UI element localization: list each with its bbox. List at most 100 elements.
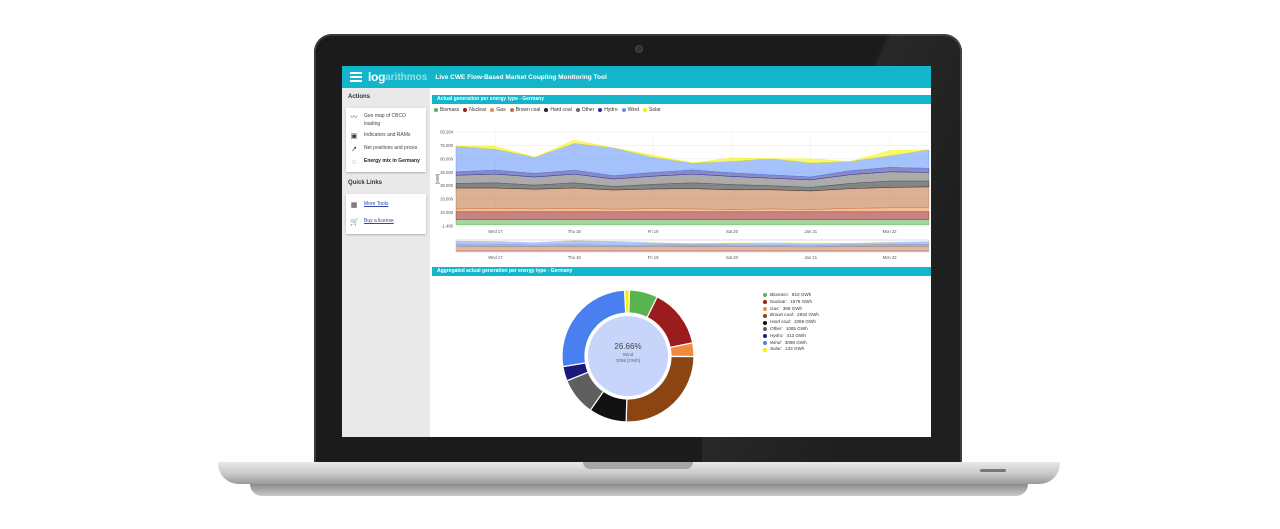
laptop-notch: [583, 462, 693, 469]
sidebar-item-label: Indicators and RAMs: [364, 132, 411, 138]
legend-series-value: 1069 GWh: [793, 319, 816, 325]
app-title: Live CWE Flow-Based Market Coupling Moni…: [435, 73, 607, 81]
legend-dot: [621, 108, 626, 112]
donut-center-label: Wind 3098 [GWh]: [588, 352, 668, 363]
legend-series-name: Gas:: [770, 305, 780, 311]
donut-legend-item[interactable]: Brown coal: 2932 GWh: [763, 312, 819, 319]
link-buy-license[interactable]: 🛒 Buy a license: [346, 214, 426, 231]
navigator-area-wind: [456, 240, 929, 246]
donut-legend-item[interactable]: Gas: 388 GWh: [763, 306, 819, 313]
legend-series-name: Hydro:: [770, 332, 784, 338]
sidebar-item-indicators[interactable]: ▣ Indicators and RAMs: [346, 130, 426, 143]
donut-legend: Biomass: 810 GWh Nuclear: 1679 GWh Gas: 388 G…: [763, 292, 819, 353]
legend-series-name: Brown coal:: [770, 312, 795, 318]
legend-label: Biomass: [440, 107, 460, 113]
donut-center-percent: 26.66%: [614, 342, 642, 351]
trend-line-icon: 〰: [350, 114, 358, 121]
series-area-solar[interactable]: [455, 139, 930, 164]
series-area-nuclear[interactable]: [455, 211, 930, 220]
link-more-tools[interactable]: ▦ More Tools: [346, 197, 426, 214]
navigator-area-hard-coal: [456, 245, 929, 248]
legend-series-value: 3098 GWh: [784, 339, 807, 345]
navigator-tick-label: Jan 21: [804, 255, 817, 260]
legend-item[interactable]: Biomass: [434, 107, 459, 113]
donut-center-value: 3098 [GWh]: [615, 357, 640, 363]
quick-links-card: ▦ More Tools 🛒 Buy a license: [346, 194, 426, 234]
legend-series-name: Solar:: [770, 346, 783, 352]
navigator-tick-label: Thu 18: [568, 255, 582, 260]
legend-item[interactable]: Hydro: [598, 107, 618, 113]
legend-label: Brown coal: [515, 107, 541, 113]
x-tick-label: Jan 21: [804, 229, 817, 234]
navigator-tick-label: Wed 17: [488, 255, 503, 260]
navigator-area-hydro: [456, 243, 929, 246]
legend-item[interactable]: Hard coal: [544, 107, 572, 113]
legend-item[interactable]: Brown coal: [509, 107, 541, 113]
donut-legend-item[interactable]: Biomass: 810 GWh: [763, 292, 819, 299]
donut-legend-item[interactable]: Solar: 133 GWh: [763, 346, 819, 353]
donut-legend-item[interactable]: Nuclear: 1679 GWh: [763, 299, 819, 306]
legend-item[interactable]: Nuclear: [463, 107, 486, 113]
navigator-window[interactable]: [455, 239, 930, 253]
legend-series-value: 388 GWh: [782, 305, 803, 311]
x-tick-label: Fri 19: [648, 229, 659, 234]
bar-chart-icon: ▣: [350, 133, 358, 140]
hamburger-menu-icon[interactable]: [350, 72, 362, 82]
x-tick-label: Sat 20: [726, 229, 739, 234]
sidebar-item-energy-mix[interactable]: ◌ Energy mix in Germany: [346, 156, 426, 169]
legend-dot: [763, 300, 767, 305]
navigator-tick-label: Fri 19: [648, 255, 659, 260]
y-tick-label: 60.000: [440, 156, 453, 161]
donut-icon: ◌: [351, 159, 357, 166]
donut-legend-item[interactable]: Wind: 3098 GWh: [763, 340, 819, 347]
navigator-tick-label: Mon 22: [883, 255, 898, 260]
sidebar-item-geo-map[interactable]: 〰 Geo map of CBCO loading: [346, 111, 426, 130]
legend-item[interactable]: Other: [575, 107, 595, 113]
legend-item[interactable]: Wind: [621, 107, 639, 113]
area-chart-legend: Biomass Nuclear Gas Brown coal Hard coal Othe…: [434, 107, 661, 113]
legend-dot: [763, 313, 767, 318]
navigator-area-other: [456, 244, 929, 247]
legend-series-name: Biomass:: [770, 292, 789, 297]
legend-dot: [490, 108, 495, 112]
link-label: More Tools: [364, 201, 389, 207]
legend-dot: [763, 293, 767, 298]
legend-series-name: Hard coal:: [770, 319, 791, 325]
sidebar-item-net-positions[interactable]: ↗ Net positions and prices: [346, 143, 426, 156]
donut-slice-solar[interactable]: [623, 289, 630, 314]
donut-center-series: Wind: [622, 352, 634, 357]
actions-card: 〰 Geo map of CBCO loading ▣ Indicators a…: [346, 108, 426, 172]
navigator-chart[interactable]: Wed 17 Thu 18 Fri 19 Sat 20 Jan 21 Mon 22: [432, 238, 931, 266]
quick-links-heading: Quick Links: [348, 180, 383, 186]
trending-up-icon: ↗: [351, 146, 357, 153]
y-tick-label: -1.466: [441, 224, 454, 229]
legend-item[interactable]: Solar: [643, 107, 661, 113]
legend-label: Gas: [496, 107, 506, 113]
legend-series-value: 2932 GWh: [797, 312, 819, 318]
legend-dot: [509, 108, 514, 112]
navigator-area-solar: [456, 240, 929, 244]
legend-series-name: Other:: [770, 325, 783, 331]
donut-legend-item[interactable]: Other: 1065 GWh: [763, 326, 819, 333]
laptop-indicator: [980, 469, 1006, 472]
series-area-biomass[interactable]: [455, 219, 930, 226]
legend-dot: [763, 327, 767, 332]
legend-dot: [575, 108, 580, 112]
legend-item[interactable]: Gas: [490, 107, 506, 113]
x-tick-label: Mon 22: [883, 229, 898, 234]
donut-chart: [561, 289, 695, 423]
legend-dot: [763, 340, 767, 345]
x-tick-label: Wed 17: [488, 229, 503, 234]
series-area-brown-coal[interactable]: [455, 186, 930, 210]
donut-legend-item[interactable]: Hydro: 413 GWh: [763, 333, 819, 340]
donut-legend-item[interactable]: Hard coal: 1069 GWh: [763, 319, 819, 326]
legend-series-value: 413 GWh: [786, 332, 806, 338]
y-tick-label: 45.000: [440, 170, 453, 175]
actions-heading: Actions: [348, 94, 371, 100]
legend-label: Other: [581, 107, 595, 113]
y-tick-label: 20.000: [440, 197, 453, 202]
legend-label: Solar: [649, 107, 661, 113]
legend-label: Wind: [627, 107, 639, 113]
camera-icon: [636, 46, 642, 52]
legend-label: Hard coal: [550, 107, 572, 113]
